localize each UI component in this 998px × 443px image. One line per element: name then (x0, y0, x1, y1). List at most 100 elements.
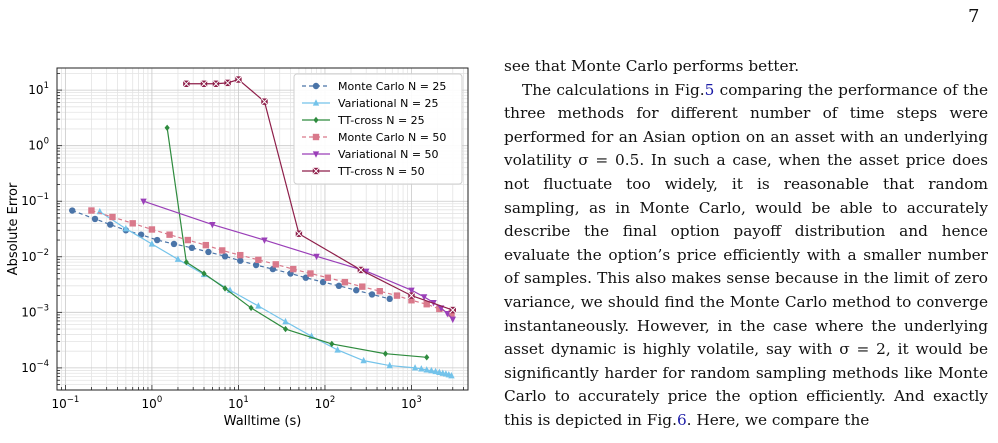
data-point (184, 236, 192, 244)
y-tick-labels: 10−4 10−3 10−2 10−1 100 101 (21, 81, 49, 375)
paragraph-2-start: The calculations in Fig. (522, 80, 705, 99)
data-point (432, 367, 439, 375)
series-line (143, 200, 454, 320)
data-point (122, 224, 130, 232)
series-line (91, 209, 452, 315)
data-point (411, 364, 419, 371)
data-point (424, 354, 430, 361)
data-point (428, 366, 435, 374)
data-point (188, 244, 196, 252)
data-point (183, 258, 189, 266)
data-point (307, 270, 314, 277)
data-point (237, 251, 244, 259)
data-point (260, 98, 269, 106)
data-point (313, 253, 320, 261)
data-point (222, 285, 228, 292)
figure-ref-5[interactable]: 5 (704, 80, 715, 99)
data-point (170, 240, 178, 248)
data-point (448, 310, 455, 317)
data-point (359, 283, 366, 290)
data-point (252, 261, 260, 269)
series-line (186, 78, 453, 311)
data-point (248, 304, 254, 312)
data-point (334, 346, 341, 353)
data-point (109, 213, 116, 221)
data-point (408, 297, 415, 304)
paragraph-2: The calculations in Fig.5 comparing the … (504, 79, 988, 433)
legend-entry: Monte Carlo N = 25 (338, 80, 446, 93)
data-point (224, 79, 232, 87)
x-axis-label: Walltime (s) (224, 414, 302, 429)
data-point (166, 231, 173, 238)
legend-entry: Variational N = 25 (338, 97, 439, 110)
x-tick-label: 100 (142, 395, 163, 411)
y-tick-label: 10−4 (21, 359, 49, 375)
data-point (418, 365, 425, 372)
data-point (282, 325, 289, 333)
data-point (129, 220, 136, 227)
data-point (182, 80, 190, 88)
data-point (335, 282, 343, 290)
data-point (148, 240, 156, 247)
legend-entry: TT-cross N = 25 (337, 114, 425, 127)
data-point (261, 237, 268, 244)
series-5 (140, 198, 456, 324)
tick-marks (56, 72, 464, 391)
data-point (164, 124, 170, 131)
paragraph-2-middle: comparing the performance of the three m… (504, 80, 988, 429)
data-point (341, 278, 349, 286)
chart-legend: Monte Carlo N = 25 Variational N = 25 TT-c… (293, 73, 463, 185)
legend-entry: TT-cross N = 50 (337, 165, 425, 178)
data-point (324, 274, 332, 281)
error-vs-walltime-chart: 10−1 100 101 102 103 10−410−310−210−1100101 … (6, 67, 469, 429)
data-point (368, 291, 376, 298)
data-point (107, 221, 114, 228)
data-point (153, 236, 161, 244)
data-point (386, 295, 393, 303)
data-point (148, 226, 156, 233)
data-point (312, 99, 320, 106)
y-tick-label: 101 (28, 81, 49, 97)
y-tick-label: 100 (28, 137, 49, 153)
data-point (91, 215, 99, 223)
body-text: see that Monte Carlo performs better. Th… (504, 55, 988, 433)
data-point (382, 350, 388, 357)
data-point (353, 287, 360, 294)
series-4 (88, 207, 455, 317)
data-point (312, 167, 320, 175)
data-point (255, 302, 262, 309)
data-point (448, 372, 455, 379)
data-point (202, 241, 210, 249)
data-point (423, 366, 430, 373)
data-point (255, 256, 262, 264)
data-point (295, 230, 303, 238)
data-point (219, 247, 226, 254)
data-point (212, 80, 220, 88)
data-point (329, 340, 335, 348)
data-point (407, 292, 416, 300)
x-tick-label: 102 (315, 395, 336, 411)
x-tick-label: 101 (228, 395, 249, 411)
series-3 (164, 124, 430, 361)
data-point (234, 75, 242, 84)
series-6 (182, 75, 457, 314)
data-point (290, 265, 297, 273)
data-point (376, 288, 383, 295)
data-point (319, 278, 327, 286)
y-axis-label: Absolute Error (6, 182, 21, 275)
data-point (420, 294, 428, 301)
page-number: 7 (968, 6, 980, 27)
data-point (408, 287, 415, 295)
figure-ref-6[interactable]: 6 (676, 410, 687, 429)
data-point (209, 221, 216, 229)
data-point (423, 301, 430, 308)
data-point (140, 198, 147, 206)
data-point (449, 306, 457, 314)
data-point (200, 80, 208, 88)
data-point (444, 310, 451, 318)
data-point (449, 316, 456, 324)
data-point (201, 270, 207, 277)
x-tick-label: 103 (401, 395, 422, 411)
data-point (313, 116, 319, 124)
data-point (357, 266, 365, 274)
